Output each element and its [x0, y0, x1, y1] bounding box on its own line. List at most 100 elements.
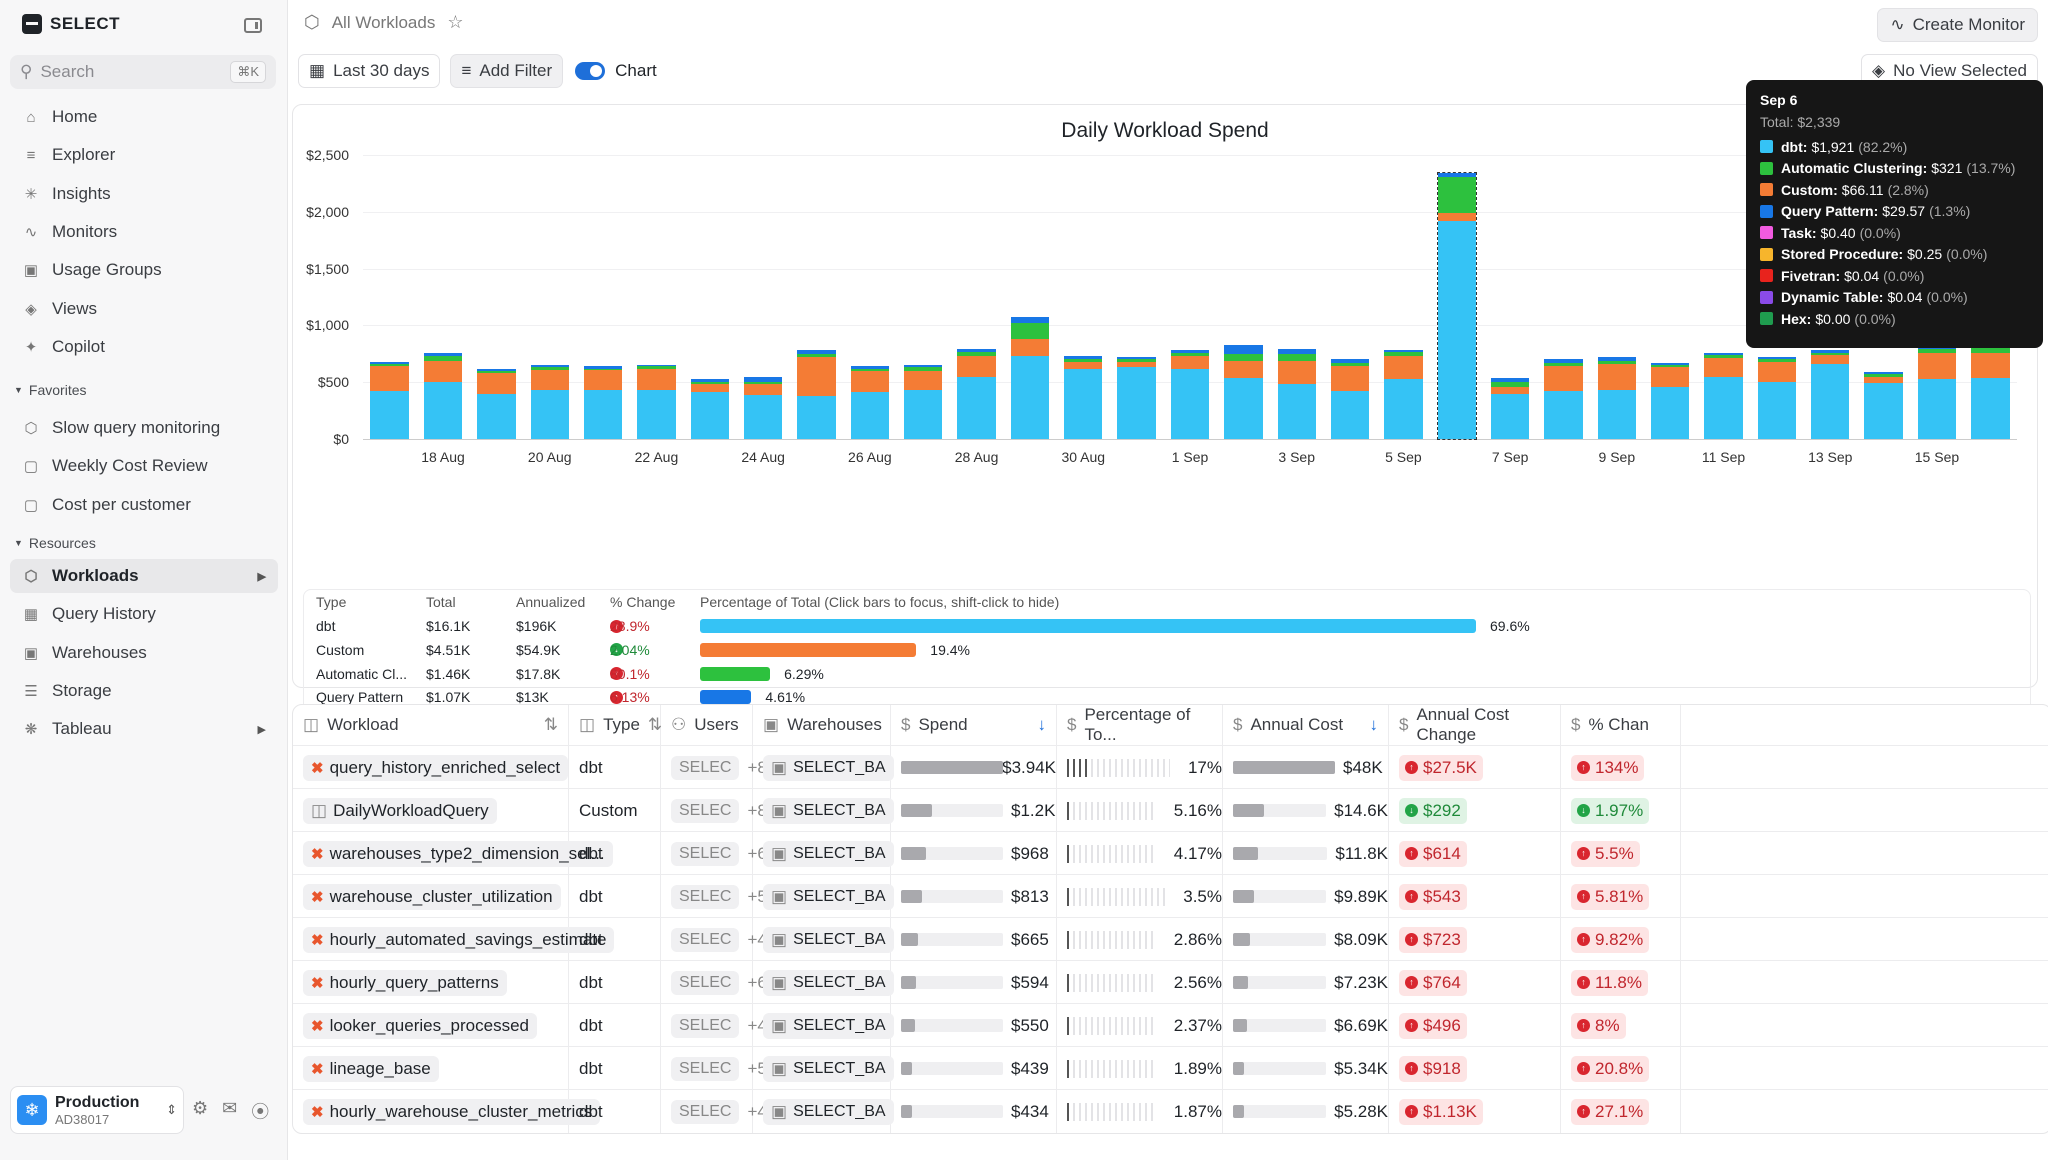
workload-pill[interactable]: ✖ hourly_warehouse_cluster_metrics — [303, 1098, 601, 1125]
summary-percent-bar[interactable] — [700, 690, 752, 705]
chart-bar[interactable] — [1544, 359, 1583, 439]
add-filter-button[interactable]: ≡ Add Filter — [450, 54, 564, 88]
chart-bar[interactable] — [1757, 357, 1797, 439]
warehouse-pill[interactable]: ▣ SELECT_BA — [763, 1055, 894, 1082]
chart-bar[interactable] — [690, 378, 729, 439]
chart-bar[interactable] — [1650, 362, 1690, 439]
favorites-section-toggle[interactable]: ▼ Favorites — [14, 382, 87, 398]
table-row[interactable]: ◫ DailyWorkloadQuery Custom SELEC +8 ▣ SELECT_… — [293, 788, 2048, 832]
summary-percent-bar[interactable] — [700, 642, 917, 657]
table-row[interactable]: ✖ warehouse_cluster_utilization dbt SELEC +5… — [293, 874, 2048, 918]
chart-bar[interactable] — [1917, 346, 1957, 439]
chart-toggle[interactable]: Chart — [575, 61, 657, 81]
chart-bar[interactable] — [1811, 350, 1850, 439]
user-pill[interactable]: SELEC — [671, 755, 740, 780]
summary-row[interactable]: Automatic Cl... $1.46K $17.8K ↑ 80.1% 6.29% — [304, 662, 2030, 686]
sort-desc-icon[interactable]: ↓ — [1037, 715, 1047, 734]
column-header-type[interactable]: ◫ Type ⇅ — [569, 705, 663, 745]
sort-icon[interactable]: ⇅ — [647, 715, 663, 734]
chart-bar[interactable] — [423, 352, 463, 439]
user-pill[interactable]: SELEC — [671, 927, 740, 952]
table-row[interactable]: ✖ hourly_warehouse_cluster_metrics dbt SELE… — [293, 1089, 2048, 1133]
favorite-item-cost-per-customer[interactable]: ▢ Cost per customer — [10, 488, 278, 522]
column-header-spend[interactable]: $ Spend ↓ — [891, 705, 1057, 745]
user-pill[interactable]: SELEC — [671, 1013, 740, 1038]
user-pill[interactable]: SELEC — [671, 841, 740, 866]
settings-icon[interactable]: ⚙ — [192, 1098, 209, 1118]
favorite-item-weekly-cost-review[interactable]: ▢ Weekly Cost Review — [10, 449, 278, 483]
favorite-item-slow-query-monitoring[interactable]: ⬡ Slow query monitoring — [10, 411, 278, 445]
chart-bar[interactable] — [530, 365, 569, 439]
chart-bar[interactable] — [1170, 350, 1210, 439]
resource-item-tableau[interactable]: ❋ Tableau ▶ — [10, 712, 278, 746]
summary-row[interactable]: dbt $16.1K $196K ↑ 28.9% 69.6% — [304, 614, 2030, 638]
chart-bar[interactable] — [370, 361, 409, 439]
user-pill[interactable]: SELEC — [671, 798, 740, 823]
warehouse-pill[interactable]: ▣ SELECT_BA — [763, 926, 894, 953]
chart-bar[interactable] — [957, 349, 996, 439]
date-range-button[interactable]: ▦ Last 30 days — [298, 54, 441, 88]
chart-bar[interactable] — [1064, 356, 1103, 439]
resource-item-storage[interactable]: ☰ Storage — [10, 674, 278, 708]
user-pill[interactable]: SELEC — [671, 1099, 740, 1124]
resource-item-warehouses[interactable]: ▣ Warehouses — [10, 636, 278, 670]
table-row[interactable]: ✖ hourly_automated_savings_estimate dbt SEL… — [293, 917, 2048, 961]
sidebar-item-copilot[interactable]: ✦ Copilot — [10, 330, 278, 364]
chat-icon[interactable]: ✉ — [222, 1098, 238, 1118]
resource-item-workloads[interactable]: ⬡ Workloads ▶ — [10, 559, 278, 593]
warehouse-pill[interactable]: ▣ SELECT_BA — [763, 754, 894, 781]
workload-pill[interactable]: ✖ query_history_enriched_select — [303, 754, 569, 781]
workload-pill[interactable]: ✖ hourly_automated_savings_estimate — [303, 926, 615, 953]
column-header-percentage-of-to-[interactable]: $ Percentage of To... — [1057, 705, 1223, 745]
workload-pill[interactable]: ✖ looker_queries_processed — [303, 1012, 537, 1039]
column-header--chan[interactable]: $ % Chan — [1561, 705, 1681, 745]
chart-bar[interactable] — [1010, 317, 1050, 439]
sidebar-item-explorer[interactable]: ≡ Explorer — [10, 138, 278, 172]
search-input[interactable]: ⚲ Search ⌘K — [10, 55, 276, 89]
summary-row[interactable]: Query Pattern $1.07K $13K ↑ 6.13% 4.61% — [304, 685, 2030, 709]
chart-bar[interactable] — [1704, 352, 1743, 439]
warehouse-pill[interactable]: ▣ SELECT_BA — [763, 1012, 894, 1039]
table-row[interactable]: ✖lineage_basedbtSELEC+5▣SELECT_BA+6$4391… — [293, 1046, 2048, 1090]
chart-bar[interactable] — [1971, 345, 2010, 439]
workload-pill[interactable]: ✖ warehouse_cluster_utilization — [303, 883, 561, 910]
sidebar-item-home[interactable]: ⌂ Home — [10, 100, 278, 134]
chart-bar[interactable] — [583, 366, 623, 439]
column-header-annual-cost-change[interactable]: $ Annual Cost Change — [1389, 705, 1561, 745]
chart-bar[interactable] — [1384, 350, 1423, 439]
workload-pill[interactable]: ✖ hourly_query_patterns — [303, 969, 507, 996]
table-row[interactable]: ✖ looker_queries_processed dbt SELEC +4 ▣ SELE… — [293, 1003, 2048, 1047]
summary-percent-bar[interactable] — [700, 666, 771, 681]
workload-pill[interactable]: ✖ warehouses_type2_dimension_sel... — [303, 840, 613, 867]
user-pill[interactable]: SELEC — [671, 1056, 740, 1081]
table-row[interactable]: ✖ warehouses_type2_dimension_sel... dbt SEL… — [293, 831, 2048, 875]
user-pill[interactable]: SELEC — [671, 970, 740, 995]
chart-bar[interactable] — [743, 376, 783, 439]
chart-bar[interactable] — [1224, 344, 1263, 439]
org-switcher[interactable]: ❄ Production AD38017 ⇕ — [10, 1086, 184, 1134]
column-header-workload[interactable]: ◫ Workload ⇅ — [293, 705, 569, 745]
sort-desc-icon[interactable]: ↓ — [1369, 715, 1379, 734]
workload-pill[interactable]: ◫ DailyWorkloadQuery — [303, 797, 497, 824]
column-header-users[interactable]: ⚇ Users — [661, 705, 753, 745]
warehouse-pill[interactable]: ▣ SELECT_BA — [763, 840, 894, 867]
sidebar-item-usage-groups[interactable]: ▣ Usage Groups — [10, 253, 278, 287]
resource-item-query-history[interactable]: ▦ Query History — [10, 597, 278, 631]
column-header-warehouses[interactable]: ▣ Warehouses — [753, 705, 891, 745]
star-icon[interactable]: ☆ — [447, 12, 464, 32]
summary-percent-bar[interactable] — [700, 619, 1476, 633]
warehouse-pill[interactable]: ▣ SELECT_BA — [763, 969, 894, 996]
warehouse-pill[interactable]: ▣ SELECT_BA — [763, 797, 894, 824]
user-pill[interactable]: SELEC — [671, 884, 740, 909]
chart-bar[interactable] — [1117, 357, 1156, 439]
chart-bar[interactable] — [1277, 349, 1316, 439]
chart-bar[interactable] — [850, 366, 890, 439]
table-row[interactable]: ✖ query_history_enriched_select dbt SELEC +8… — [293, 745, 2048, 789]
sidebar-item-views[interactable]: ◈ Views — [10, 292, 278, 326]
warehouse-pill[interactable]: ▣ SELECT_BA — [763, 883, 894, 910]
chart-bar[interactable] — [797, 350, 836, 439]
sort-icon[interactable]: ⇅ — [543, 715, 558, 734]
resources-section-toggle[interactable]: ▼ Resources — [14, 535, 96, 551]
create-monitor-button[interactable]: ∿ Create Monitor — [1877, 8, 2038, 42]
warehouse-pill[interactable]: ▣ SELECT_BA — [763, 1098, 894, 1125]
